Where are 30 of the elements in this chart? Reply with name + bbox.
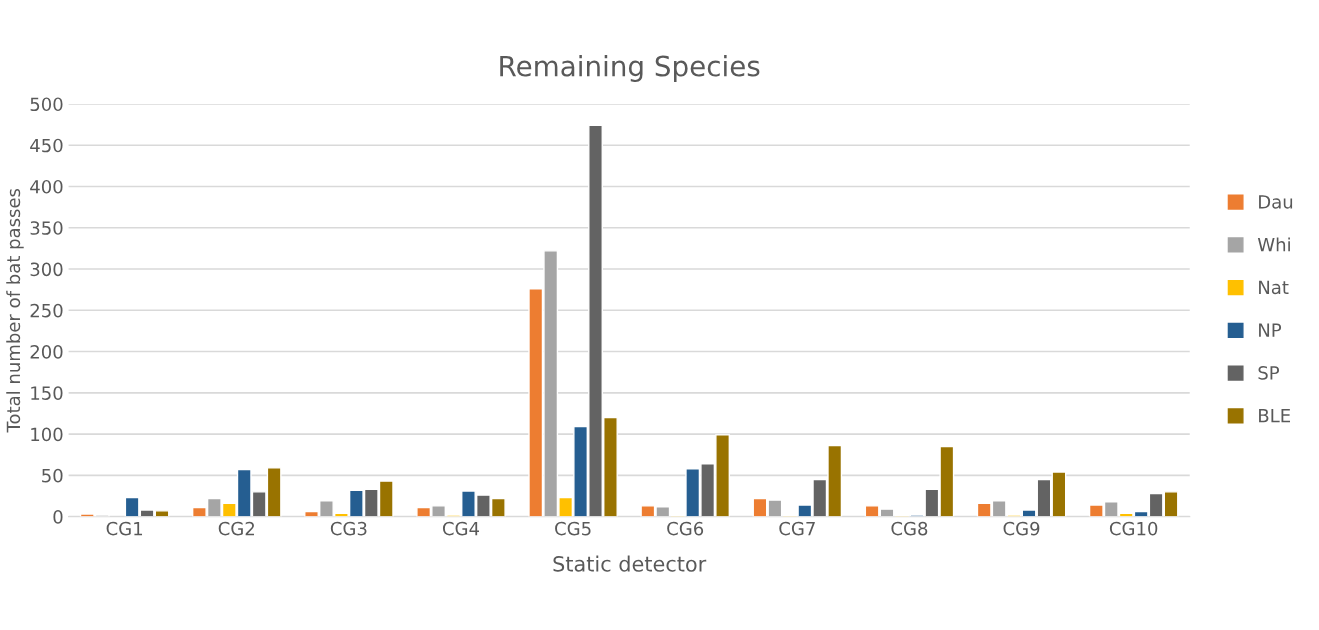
- x-tick-label: CG2: [218, 521, 254, 536]
- x-axis-title: Static detector: [553, 555, 707, 572]
- y-tick-label: 250: [30, 303, 63, 318]
- x-tick-label: CG6: [667, 521, 704, 536]
- x-tick-label: CG3: [330, 521, 367, 536]
- x-tick-label: CG7: [779, 521, 815, 536]
- chart-title: Remaining Species: [500, 55, 760, 82]
- legend-label: Whi: [1257, 237, 1290, 252]
- legend-label: Nat: [1259, 280, 1289, 295]
- y-tick-label: 50: [42, 468, 63, 483]
- y-tick-label: 150: [31, 386, 63, 400]
- y-tick-label: 450: [30, 138, 63, 153]
- y-tick-label: 400: [30, 179, 63, 194]
- legend-label: NP: [1259, 323, 1282, 337]
- y-tick-label: 500: [30, 97, 63, 112]
- legend-label: SP: [1258, 365, 1280, 380]
- y-axis-title: Total number of bat passes: [6, 188, 24, 433]
- x-tick-label: CG4: [442, 521, 480, 536]
- legend-label: Dau: [1259, 195, 1293, 209]
- legend-label: BLE: [1259, 408, 1290, 423]
- y-tick-label: 0: [53, 510, 63, 524]
- x-tick-label: CG1: [106, 521, 143, 536]
- y-tick-label: 100: [31, 427, 63, 442]
- x-tick-label: CG9: [1003, 521, 1040, 536]
- x-tick-label: CG10: [1109, 521, 1158, 536]
- y-tick-label: 300: [30, 262, 63, 277]
- x-tick-label: CG5: [555, 521, 591, 536]
- y-tick-label: 350: [30, 221, 63, 235]
- x-tick-label: CG8: [891, 521, 928, 536]
- y-tick-label: 200: [30, 345, 63, 359]
